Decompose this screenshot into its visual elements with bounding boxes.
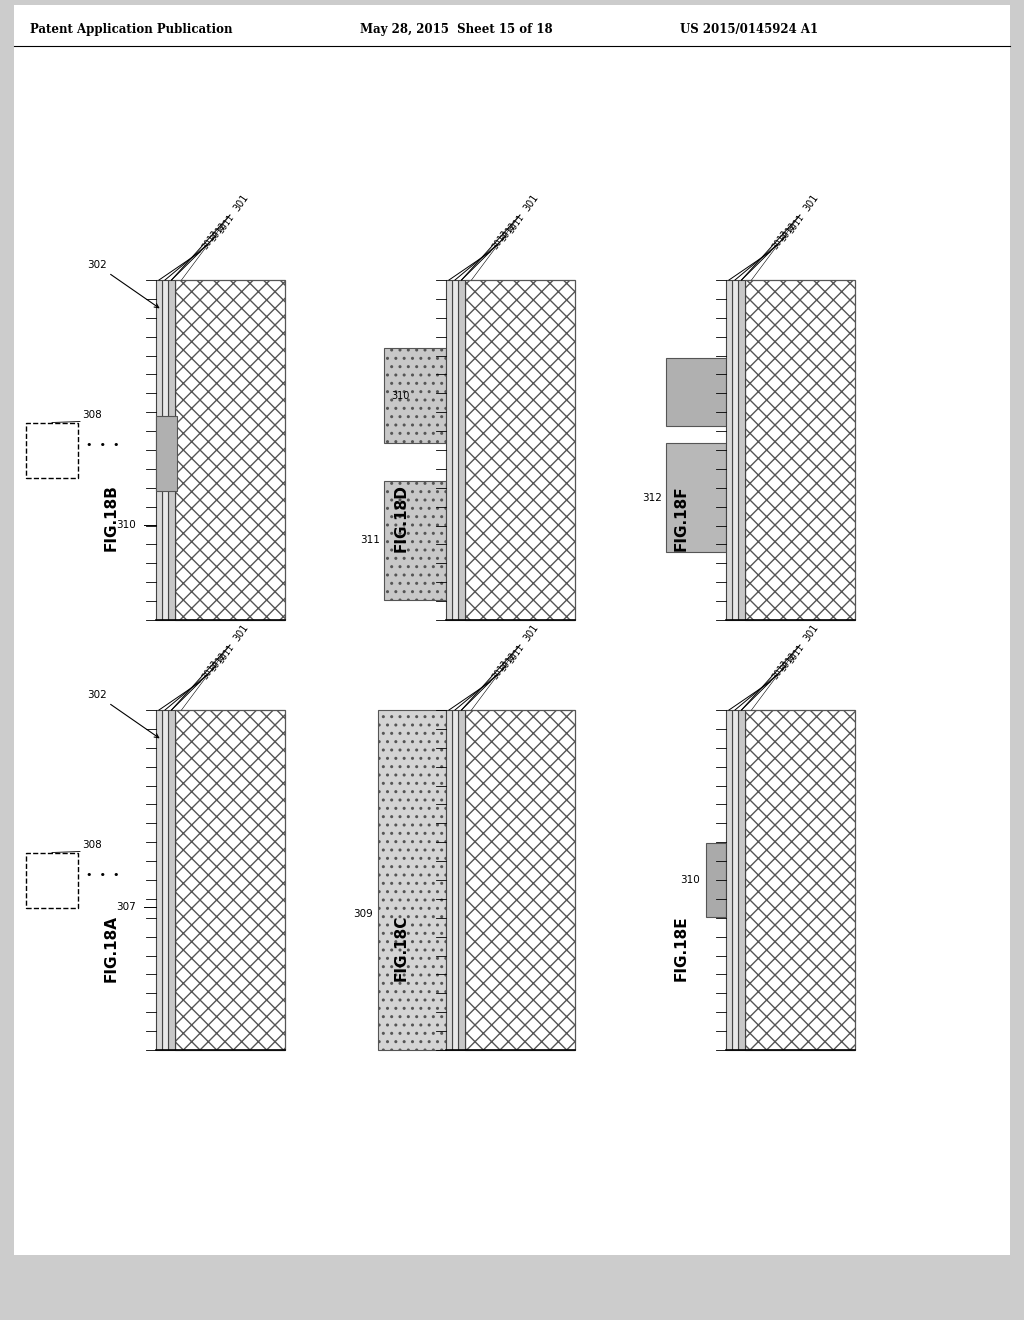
Text: 3011: 3011: [217, 213, 237, 235]
Text: 3011: 3011: [217, 643, 237, 665]
Text: 301: 301: [802, 622, 820, 643]
Text: 307: 307: [117, 902, 136, 912]
Bar: [446, 710, 452, 1049]
Bar: [162, 280, 168, 620]
Text: 3013: 3013: [771, 228, 791, 251]
Text: 3013: 3013: [201, 659, 220, 681]
Bar: [706, 842, 726, 917]
Text: 308: 308: [82, 840, 101, 850]
Text: 3012: 3012: [779, 220, 799, 243]
Text: FIG.18B: FIG.18B: [103, 484, 119, 552]
Text: 3013: 3013: [490, 228, 511, 251]
Text: FIG.18C: FIG.18C: [393, 915, 409, 981]
Text: May 28, 2015  Sheet 15 of 18: May 28, 2015 Sheet 15 of 18: [360, 24, 553, 37]
Text: 3011: 3011: [507, 213, 526, 235]
Text: 3012: 3012: [499, 651, 518, 673]
Bar: [156, 280, 162, 620]
Bar: [738, 710, 745, 1049]
Bar: [156, 710, 162, 1049]
Bar: [175, 280, 285, 620]
Bar: [465, 280, 575, 620]
Bar: [465, 710, 575, 1049]
Text: 311: 311: [360, 535, 380, 545]
Text: 312: 312: [642, 492, 662, 503]
Text: US 2015/0145924 A1: US 2015/0145924 A1: [680, 24, 818, 37]
Bar: [732, 710, 738, 1049]
Text: 3013: 3013: [201, 228, 220, 251]
Text: 3012: 3012: [209, 220, 228, 243]
Bar: [666, 444, 726, 552]
Bar: [458, 710, 465, 1049]
Bar: [384, 348, 446, 444]
Text: 3012: 3012: [499, 220, 518, 243]
Text: 3012: 3012: [779, 651, 799, 673]
Text: 309: 309: [353, 909, 373, 919]
Bar: [175, 710, 285, 1049]
Text: 301: 301: [522, 622, 541, 643]
Text: 3011: 3011: [787, 213, 807, 235]
Text: 310: 310: [391, 391, 410, 400]
Bar: [666, 358, 726, 426]
Bar: [732, 280, 738, 620]
Bar: [168, 710, 175, 1049]
Bar: [156, 416, 177, 491]
Bar: [738, 280, 745, 620]
Bar: [378, 710, 446, 1049]
Text: 302: 302: [87, 260, 159, 308]
Bar: [446, 280, 452, 620]
Text: •  •  •: • • •: [86, 870, 120, 880]
Text: 310: 310: [117, 520, 136, 529]
Text: 310: 310: [680, 875, 700, 884]
Bar: [745, 710, 855, 1049]
Text: 301: 301: [522, 193, 541, 213]
Text: 3013: 3013: [771, 659, 791, 681]
Text: FIG.18A: FIG.18A: [103, 915, 119, 982]
Bar: [726, 280, 732, 620]
Bar: [162, 710, 168, 1049]
Bar: [452, 280, 458, 620]
Text: •  •  •: • • •: [86, 440, 120, 450]
Text: FIG.18F: FIG.18F: [674, 486, 688, 550]
Text: 308: 308: [82, 409, 101, 420]
Text: 301: 301: [802, 193, 820, 213]
Bar: [726, 710, 732, 1049]
Bar: [26, 422, 78, 478]
Text: 302: 302: [87, 690, 159, 738]
Text: 3011: 3011: [787, 643, 807, 665]
Text: 3012: 3012: [209, 651, 228, 673]
Text: Patent Application Publication: Patent Application Publication: [30, 24, 232, 37]
Text: 3011: 3011: [507, 643, 526, 665]
Bar: [384, 480, 446, 599]
Bar: [745, 280, 855, 620]
Text: FIG.18E: FIG.18E: [674, 915, 688, 981]
Bar: [26, 853, 78, 908]
Text: 3013: 3013: [490, 659, 511, 681]
Bar: [452, 710, 458, 1049]
Text: 301: 301: [232, 193, 251, 213]
Text: FIG.18D: FIG.18D: [393, 484, 409, 552]
Bar: [168, 280, 175, 620]
Bar: [458, 280, 465, 620]
Text: 301: 301: [232, 622, 251, 643]
